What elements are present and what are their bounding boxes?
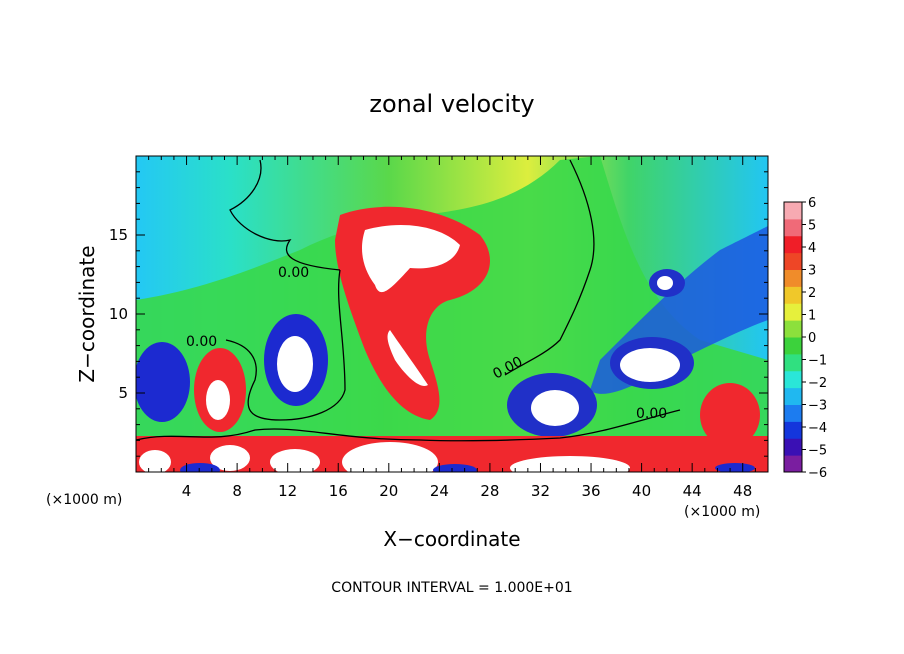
contour-label-1: 0.00 xyxy=(278,265,309,281)
x-tick-label: 4 xyxy=(182,482,192,500)
contour-label-4: 0.00 xyxy=(636,406,667,422)
contour-label-2: 0.00 xyxy=(186,334,217,350)
x-tick-label: 20 xyxy=(379,482,398,500)
surface-blue-2 xyxy=(433,464,477,472)
y-axis-label: Z−coordinate xyxy=(75,245,99,382)
x-tick-label: 44 xyxy=(683,482,702,500)
colorbar-swatch xyxy=(784,404,802,422)
colorbar-tick-label: 5 xyxy=(808,219,816,234)
zero-contour-4 xyxy=(136,409,681,442)
x-axis-label: X−coordinate xyxy=(383,527,520,551)
colorbar-swatch xyxy=(784,337,802,355)
surface-core-5 xyxy=(270,449,320,472)
colorbar-swatch xyxy=(784,370,802,389)
x-tick-label: 48 xyxy=(733,482,752,500)
colorbar-tick-label: 1 xyxy=(808,309,816,324)
colorbar-swatch xyxy=(784,438,802,456)
surface-core-4 xyxy=(210,445,250,471)
colorbar-tick-label: −5 xyxy=(808,444,827,459)
negative-cell-4-core xyxy=(620,348,680,382)
surface-blue-1 xyxy=(180,463,220,472)
colorbar-swatch xyxy=(784,455,802,473)
colorbar-swatch xyxy=(784,387,802,405)
x-unit-right: (×1000 m) xyxy=(684,504,760,520)
colorbar-swatch xyxy=(784,303,802,321)
x-tick-label: 8 xyxy=(232,482,242,500)
x-tick-label: 16 xyxy=(329,482,348,500)
heatmap-field xyxy=(136,156,768,472)
surface-core-3 xyxy=(139,450,171,472)
positive-cell-right xyxy=(700,383,760,447)
colorbar-tick-label: −4 xyxy=(808,421,827,436)
colorbar-swatch xyxy=(784,218,802,237)
zero-contour-2 xyxy=(504,159,595,376)
colorbar-tick-label: −3 xyxy=(808,399,827,414)
colorbar-tick-label: −6 xyxy=(808,466,827,481)
colorbar-tick-label: −1 xyxy=(808,354,827,369)
positive-jet-core-lower xyxy=(387,330,428,386)
x-tick-label: 28 xyxy=(480,482,499,500)
positive-cell-left-core xyxy=(206,380,230,420)
x-tick-label: 12 xyxy=(278,482,297,500)
colorbar-swatch xyxy=(784,252,802,270)
chart-title: zonal velocity xyxy=(369,90,534,118)
x-unit-left: (×1000 m) xyxy=(46,492,122,508)
x-axis: 4 8 12 16 20 24 28 32 36 40 44 48 xyxy=(148,156,756,500)
y-tick-label: 5 xyxy=(118,384,128,402)
negative-cell-3-core xyxy=(531,390,579,426)
y-tick-label: 10 xyxy=(109,305,128,323)
surface-blue-3 xyxy=(715,463,755,472)
colorbar-tick-label: 6 xyxy=(808,196,816,211)
zero-contour-3 xyxy=(225,269,346,421)
x-tick-label: 40 xyxy=(632,482,651,500)
colorbar-tick-label: 4 xyxy=(808,241,816,256)
colorbar-tick-label: 3 xyxy=(808,264,816,279)
negative-cell-1-core xyxy=(277,336,313,392)
colorbar: 6 5 4 3 2 1 0 −1 −2 −3 −4 −5 −6 xyxy=(783,196,827,481)
colorbar-swatch xyxy=(784,235,802,254)
y-axis: 5 10 15 xyxy=(109,171,768,457)
colorbar-swatch xyxy=(784,320,802,338)
negative-cell-5-core xyxy=(657,276,673,290)
colorbar-swatch xyxy=(784,202,802,220)
colorbar-tick-label: 2 xyxy=(808,286,816,301)
colorbar-swatch xyxy=(784,353,802,372)
surface-core-1 xyxy=(342,442,438,472)
colorbar-swatch xyxy=(784,269,802,287)
colorbar-tick-label: −2 xyxy=(808,376,827,391)
negative-cell-2 xyxy=(136,342,190,422)
positive-jet-core xyxy=(362,225,460,293)
x-tick-label: 36 xyxy=(581,482,600,500)
x-tick-label: 32 xyxy=(531,482,550,500)
x-tick-label: 24 xyxy=(430,482,449,500)
colorbar-swatch xyxy=(784,421,802,439)
zero-contour-1 xyxy=(229,159,341,271)
contour-interval-footer: CONTOUR INTERVAL = 1.000E+01 xyxy=(331,580,572,596)
y-tick-label: 15 xyxy=(109,226,128,244)
colorbar-tick-label: 0 xyxy=(808,331,816,346)
colorbar-swatch xyxy=(784,286,802,304)
